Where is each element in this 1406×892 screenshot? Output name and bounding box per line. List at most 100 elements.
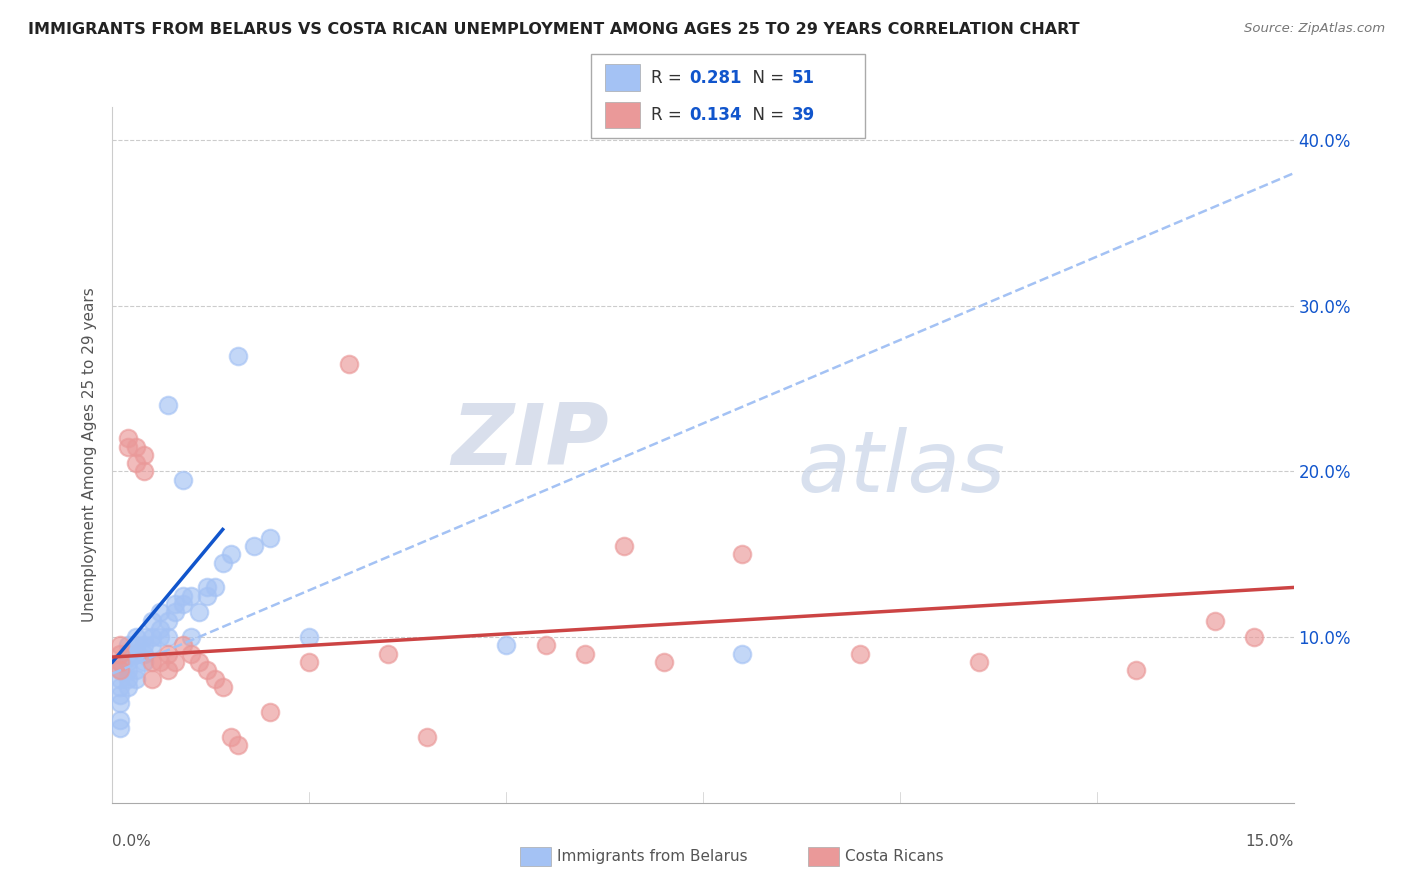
Point <box>117 431 139 445</box>
Point <box>156 663 179 677</box>
Text: ZIP: ZIP <box>451 400 609 483</box>
Point <box>165 605 187 619</box>
Point <box>204 672 226 686</box>
Point <box>172 597 194 611</box>
Point <box>125 647 148 661</box>
Point <box>110 639 132 653</box>
Point <box>416 730 439 744</box>
Point <box>967 655 990 669</box>
Point <box>652 655 675 669</box>
Point <box>110 655 132 669</box>
Text: Costa Ricans: Costa Ricans <box>845 849 943 863</box>
Point <box>156 398 179 412</box>
Point <box>125 639 148 653</box>
Text: atlas: atlas <box>797 427 1005 510</box>
Point <box>243 539 266 553</box>
Point <box>195 581 218 595</box>
Point <box>132 630 155 644</box>
Point <box>731 547 754 561</box>
Point <box>156 647 179 661</box>
Point <box>195 589 218 603</box>
Point <box>125 672 148 686</box>
Point <box>219 730 242 744</box>
Point <box>377 647 399 661</box>
Point <box>211 556 233 570</box>
Point <box>259 531 281 545</box>
Point <box>298 630 321 644</box>
Point <box>172 473 194 487</box>
Point <box>110 663 132 677</box>
Text: N =: N = <box>742 106 790 124</box>
Point <box>259 705 281 719</box>
Point <box>172 589 194 603</box>
Text: Immigrants from Belarus: Immigrants from Belarus <box>557 849 748 863</box>
Point <box>117 672 139 686</box>
Point <box>132 465 155 479</box>
Text: 0.134: 0.134 <box>689 106 741 124</box>
Point <box>110 721 132 735</box>
Point <box>180 589 202 603</box>
Point <box>141 655 163 669</box>
Point <box>211 680 233 694</box>
Point <box>117 639 139 653</box>
Point <box>156 614 179 628</box>
Point <box>156 630 179 644</box>
Point <box>613 539 636 553</box>
Text: Source: ZipAtlas.com: Source: ZipAtlas.com <box>1244 22 1385 36</box>
Point <box>110 697 132 711</box>
Point <box>110 713 132 727</box>
Text: IMMIGRANTS FROM BELARUS VS COSTA RICAN UNEMPLOYMENT AMONG AGES 25 TO 29 YEARS CO: IMMIGRANTS FROM BELARUS VS COSTA RICAN U… <box>28 22 1080 37</box>
Point <box>141 630 163 644</box>
Text: 0.0%: 0.0% <box>112 834 152 849</box>
Point <box>188 655 211 669</box>
Point <box>219 547 242 561</box>
Point <box>110 680 132 694</box>
Point <box>125 440 148 454</box>
Text: 51: 51 <box>792 69 814 87</box>
Point <box>125 630 148 644</box>
Point <box>141 672 163 686</box>
Point <box>110 655 132 669</box>
Point <box>180 630 202 644</box>
Point <box>141 614 163 628</box>
Text: 0.281: 0.281 <box>689 69 741 87</box>
Point <box>117 440 139 454</box>
Point <box>149 655 172 669</box>
Point <box>204 581 226 595</box>
Point <box>165 597 187 611</box>
Point <box>228 738 250 752</box>
Point <box>132 647 155 661</box>
Point <box>180 647 202 661</box>
Point <box>117 655 139 669</box>
Point <box>110 663 132 677</box>
Text: R =: R = <box>651 106 688 124</box>
Point <box>117 647 139 661</box>
Point <box>1243 630 1265 644</box>
Point <box>165 655 187 669</box>
Point <box>141 639 163 653</box>
Point <box>125 456 148 470</box>
Point <box>132 655 155 669</box>
Point <box>132 448 155 462</box>
Point <box>298 655 321 669</box>
Point <box>125 663 148 677</box>
Point <box>149 630 172 644</box>
Point <box>132 639 155 653</box>
Point <box>188 605 211 619</box>
Point <box>228 349 250 363</box>
Y-axis label: Unemployment Among Ages 25 to 29 years: Unemployment Among Ages 25 to 29 years <box>82 287 97 623</box>
Point <box>117 663 139 677</box>
Point <box>534 639 557 653</box>
Point <box>195 663 218 677</box>
Text: N =: N = <box>742 69 790 87</box>
Point <box>849 647 872 661</box>
Text: R =: R = <box>651 69 688 87</box>
Point <box>337 357 360 371</box>
Point <box>110 672 132 686</box>
Point <box>149 622 172 636</box>
Point <box>117 680 139 694</box>
Text: 39: 39 <box>792 106 815 124</box>
Point <box>110 647 132 661</box>
Point <box>1204 614 1226 628</box>
Point <box>495 639 517 653</box>
